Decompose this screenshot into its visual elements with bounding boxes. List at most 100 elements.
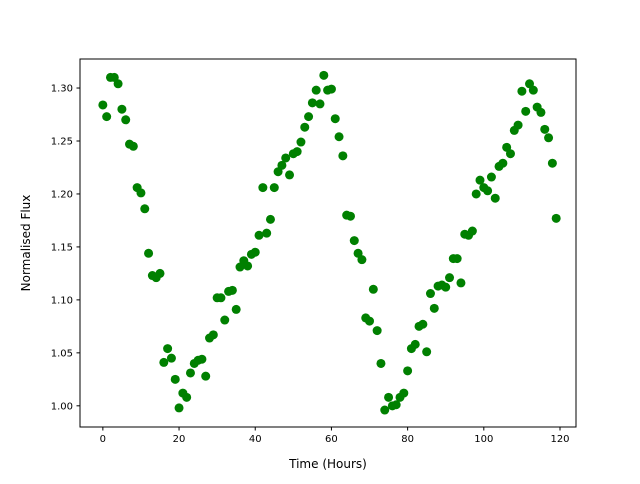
- data-point: [517, 86, 527, 96]
- data-point: [547, 158, 557, 168]
- data-point: [144, 248, 154, 258]
- x-axis-label: Time (Hours): [288, 457, 367, 471]
- y-axis-label: Normalised Flux: [19, 195, 33, 292]
- data-point: [243, 261, 253, 271]
- y-tick-label: 1.15: [51, 242, 73, 253]
- data-point: [227, 285, 237, 295]
- data-point: [269, 183, 279, 193]
- data-point: [551, 213, 561, 223]
- data-point: [425, 289, 435, 299]
- data-point: [372, 326, 382, 336]
- data-point: [220, 315, 230, 325]
- data-point: [113, 79, 123, 89]
- data-point: [166, 353, 176, 363]
- data-point: [536, 107, 546, 117]
- y-tick-label: 1.30: [51, 84, 73, 95]
- data-point: [265, 214, 275, 224]
- data-point: [307, 98, 317, 108]
- data-point: [513, 120, 523, 130]
- data-point: [117, 104, 127, 114]
- data-point: [345, 211, 355, 221]
- data-point: [262, 228, 272, 238]
- data-point: [102, 112, 112, 122]
- data-point: [136, 188, 146, 198]
- data-point: [521, 106, 531, 116]
- data-point: [185, 368, 195, 378]
- data-point: [216, 293, 226, 303]
- data-point: [475, 175, 485, 185]
- data-point: [540, 124, 550, 134]
- data-point: [155, 268, 165, 278]
- data-points: [98, 70, 561, 415]
- data-point: [418, 319, 428, 329]
- data-point: [326, 84, 336, 94]
- data-point: [441, 282, 451, 292]
- data-point: [467, 226, 477, 236]
- data-point: [170, 374, 180, 384]
- x-tick-label: 40: [249, 434, 262, 445]
- data-point: [174, 403, 184, 413]
- data-point: [254, 230, 264, 240]
- y-tick-label: 1.00: [51, 401, 73, 412]
- x-tick-label: 120: [550, 434, 569, 445]
- data-point: [403, 366, 413, 376]
- data-point: [490, 193, 500, 203]
- data-point: [544, 133, 554, 143]
- data-point: [471, 189, 481, 199]
- plot-frame: [79, 58, 577, 428]
- data-point: [285, 170, 295, 180]
- data-point: [399, 388, 409, 398]
- data-point: [334, 132, 344, 142]
- data-point: [410, 339, 420, 349]
- data-point: [368, 284, 378, 294]
- y-tick-label: 1.05: [51, 348, 73, 359]
- data-point: [486, 172, 496, 182]
- data-point: [300, 122, 310, 132]
- x-tick-label: 0: [100, 434, 106, 445]
- data-point: [483, 186, 493, 196]
- data-point: [208, 330, 218, 340]
- x-tick-label: 20: [173, 434, 186, 445]
- data-point: [250, 247, 260, 257]
- data-point: [231, 304, 241, 314]
- data-point: [528, 85, 538, 95]
- data-point: [338, 151, 348, 161]
- data-point: [121, 115, 131, 125]
- data-point: [357, 255, 367, 265]
- data-point: [296, 137, 306, 147]
- data-point: [304, 112, 314, 122]
- data-point: [281, 153, 291, 163]
- y-axis-ticks: 1.00 1.05 1.10 1.15 1.20 1.25 1.30: [51, 84, 80, 412]
- data-point: [277, 160, 287, 170]
- data-point: [140, 204, 150, 214]
- data-point: [292, 147, 302, 157]
- data-point: [330, 114, 340, 124]
- data-point: [182, 392, 192, 402]
- y-tick-label: 1.25: [51, 136, 73, 147]
- y-tick-label: 1.20: [51, 189, 73, 200]
- data-point: [258, 183, 268, 193]
- data-point: [452, 254, 462, 264]
- data-point: [163, 344, 173, 354]
- data-point: [315, 99, 325, 109]
- x-tick-label: 60: [325, 434, 338, 445]
- data-point: [384, 392, 394, 402]
- data-point: [422, 347, 432, 357]
- data-point: [349, 236, 359, 246]
- data-point: [311, 85, 321, 95]
- data-point: [128, 141, 138, 151]
- data-point: [365, 316, 375, 326]
- data-point: [429, 303, 439, 313]
- data-point: [159, 357, 169, 367]
- x-axis-ticks: 0 20 40 60 80 100 120: [100, 427, 570, 445]
- data-point: [391, 400, 401, 410]
- data-point: [376, 358, 386, 368]
- data-point: [201, 371, 211, 381]
- y-tick-label: 1.10: [51, 295, 73, 306]
- data-point: [319, 70, 329, 80]
- data-point: [380, 405, 390, 415]
- x-tick-label: 80: [401, 434, 414, 445]
- data-point: [456, 278, 466, 288]
- x-tick-label: 100: [474, 434, 493, 445]
- data-point: [498, 158, 508, 168]
